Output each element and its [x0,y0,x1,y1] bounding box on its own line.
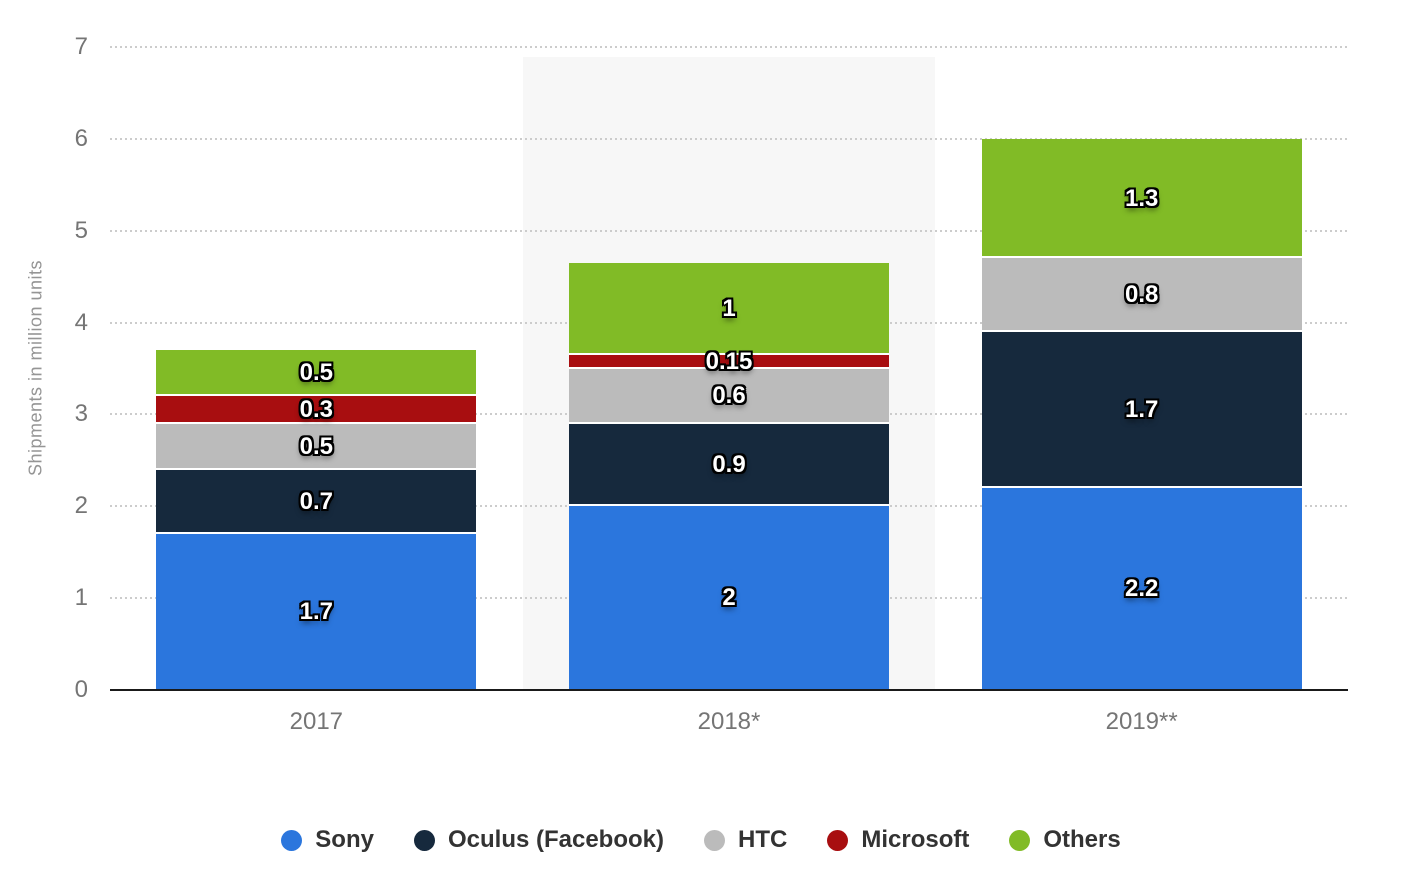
bar-segment-htc-2018[interactable] [569,368,889,424]
segment-value-label: 1.3 [1124,184,1159,212]
bar-segment-htc-2017[interactable] [156,423,477,470]
y-tick-3: 3 [74,400,88,428]
legend-label: Microsoft [861,826,970,853]
legend-label: Others [1043,826,1121,853]
bar-segment-sony-2018[interactable] [569,506,889,690]
legend-label: Oculus (Facebook) [447,826,665,853]
y-axis-title: Shipments in million units [25,259,46,477]
legend-swatch-icon [827,829,849,851]
legend-item-others[interactable]: Others [1009,826,1121,854]
gridline-y5 [110,229,1348,232]
legend: Sony Oculus (Facebook) HTC Microsoft Others [0,826,1402,854]
y-tick-6: 6 [74,124,88,152]
bar-segment-oculus-facebook-2017[interactable] [156,469,477,534]
segment-value-label: 2.2 [1124,574,1159,602]
x-axis-line [110,689,1348,691]
segment-value-label: 0.5 [299,432,334,460]
legend-swatch-icon [413,829,435,851]
segment-value-label: 0.8 [1124,281,1159,309]
segment-value-label: 0.6 [712,382,746,410]
segment-value-label: 1.7 [299,597,334,625]
legend-item-htc[interactable]: HTC [704,826,787,854]
y-tick-0: 0 [74,676,88,703]
y-tick-5: 5 [74,216,88,244]
legend-swatch-icon [281,829,303,851]
x-axis-label-2017: 2017 [289,708,344,735]
segment-value-label: 0.7 [299,487,334,515]
plot-area: 1.7 0.7 0.5 0.3 0.5 2 0.9 0.6 0.15 1 2.2 1.7 0.8 1.3 [110,46,1348,690]
bar-segment-htc-2019[interactable] [981,258,1302,332]
legend-label: HTC [738,826,788,853]
gridline-y7 [110,46,1348,48]
gridline-y6 [110,137,1348,140]
bar-segment-oculus-facebook-2018[interactable] [569,423,889,507]
segment-value-label: 1.7 [1124,395,1159,423]
y-tick-1: 1 [74,584,88,612]
bar-segment-sony-2019[interactable] [981,487,1302,690]
bar-segment-others-2017[interactable] [156,350,477,397]
bar-segment-microsoft-2017[interactable] [156,396,477,424]
legend-label: Sony [315,826,374,853]
bar-segment-oculus-facebook-2019[interactable] [981,331,1302,488]
y-tick-4: 4 [74,308,88,336]
y-tick-7: 7 [74,33,88,60]
segment-value-label: 2 [722,584,736,612]
segment-value-label: 0.5 [299,359,334,387]
legend-swatch-icon [704,829,726,851]
segment-value-label: 1 [722,294,736,322]
bar-segment-microsoft-2018[interactable] [569,354,889,369]
bar-segment-sony-2017[interactable] [156,533,477,690]
y-tick-2: 2 [74,492,88,520]
bar-segment-others-2018[interactable] [569,262,889,355]
x-axis-label-2019: 2019** [1105,708,1178,735]
legend-item-microsoft[interactable]: Microsoft [827,826,969,854]
legend-item-sony[interactable]: Sony [281,826,374,854]
bar-segment-others-2019[interactable] [981,138,1302,259]
segment-value-label: 0.15 [705,347,753,375]
x-axis-label-2018: 2018* [697,708,761,735]
legend-swatch-icon [1009,829,1031,851]
segment-value-label: 0.3 [299,395,334,423]
segment-value-label: 0.9 [712,450,746,478]
legend-item-oculus-facebook[interactable]: Oculus (Facebook) [413,826,665,854]
